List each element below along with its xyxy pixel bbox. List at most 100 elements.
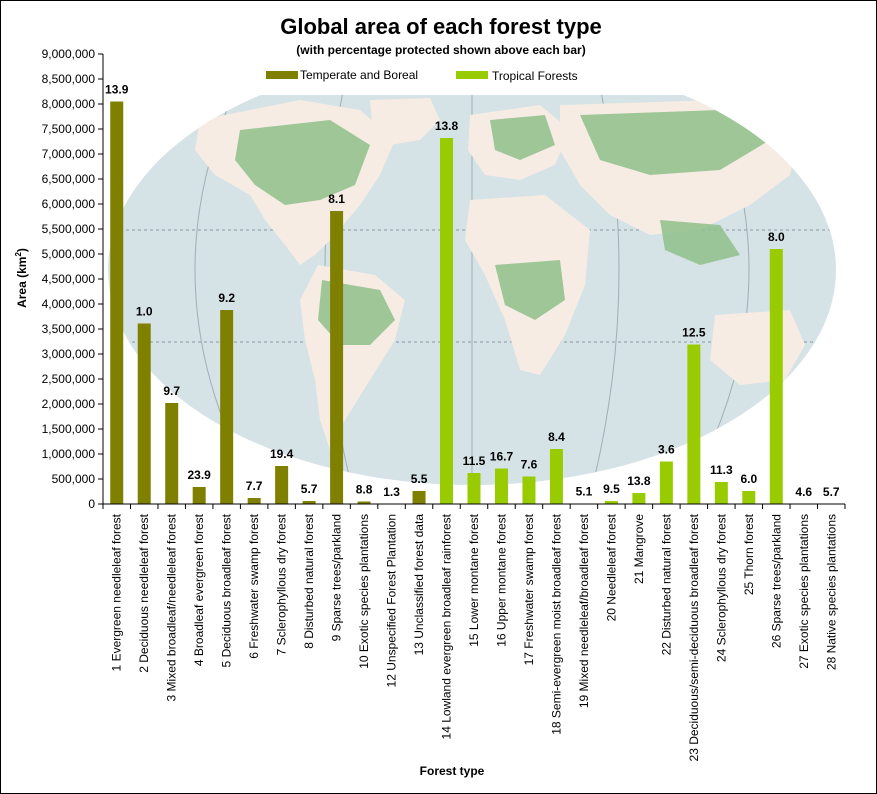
y-tick-label: 7,000,000 bbox=[42, 147, 96, 161]
y-tick-label: 2,500,000 bbox=[42, 372, 96, 386]
bar-data-label: 6.0 bbox=[740, 472, 757, 486]
x-tick-label: 4 Broadleaf evergreen forest bbox=[192, 513, 206, 666]
x-tick-label: 1 Evergreen needleleaf forest bbox=[110, 513, 124, 671]
bar-data-label: 8.1 bbox=[328, 192, 345, 206]
bar-tropical bbox=[632, 493, 646, 504]
bar-temperate bbox=[247, 498, 261, 504]
x-tick-label: 17 Freshwater swamp forest bbox=[522, 513, 536, 665]
bar-data-label: 8.8 bbox=[356, 483, 373, 497]
bars bbox=[110, 101, 783, 504]
map-land-greenland bbox=[370, 98, 440, 145]
bar-tropical bbox=[467, 473, 481, 504]
bar-tropical bbox=[687, 344, 701, 504]
map-forest-asia bbox=[580, 110, 770, 175]
x-tick-label: 16 Upper montane forest bbox=[494, 513, 508, 646]
bar-data-label: 5.7 bbox=[823, 485, 840, 499]
y-tick-label: 5,000,000 bbox=[42, 247, 96, 261]
bar-data-label: 5.7 bbox=[301, 482, 318, 496]
y-tick-label: 4,000,000 bbox=[42, 297, 96, 311]
bar-data-label: 9.5 bbox=[603, 482, 620, 496]
bar-tropical bbox=[659, 461, 673, 504]
bar-data-label: 3.6 bbox=[658, 443, 675, 457]
legend-swatch-temperate bbox=[266, 71, 298, 79]
map-forest-north-america bbox=[235, 120, 370, 205]
bar-temperate bbox=[137, 323, 151, 504]
y-tick-label: 4,500,000 bbox=[42, 272, 96, 286]
bar-temperate bbox=[357, 501, 371, 504]
x-tick-label: 9 Sparse trees/parkland bbox=[330, 514, 344, 641]
y-tick-label: 6,500,000 bbox=[42, 172, 96, 186]
x-tick-label: 26 Sparse trees/parkland bbox=[769, 514, 783, 648]
bar-tropical bbox=[769, 249, 783, 504]
legend-label-temperate: Temperate and Boreal bbox=[300, 68, 418, 82]
y-tick-label: 7,500,000 bbox=[42, 122, 96, 136]
x-tick-label: 3 Mixed broadleaf/needleleaf forest bbox=[165, 513, 179, 701]
y-tick-label: 1,000,000 bbox=[42, 447, 96, 461]
bar-data-label: 9.2 bbox=[218, 291, 235, 305]
map-forest-southeast-asia bbox=[660, 220, 740, 265]
bar-data-label: 1.3 bbox=[383, 485, 400, 499]
x-tick-label: 25 Thorn forest bbox=[742, 513, 756, 595]
bar-data-label: 8.0 bbox=[768, 230, 785, 244]
bar-data-label: 13.8 bbox=[435, 119, 459, 133]
x-tick-label: 7 Sclerophyllous dry forest bbox=[275, 513, 289, 655]
bar-tropical bbox=[522, 476, 536, 504]
legend-label-tropical: Tropical Forests bbox=[492, 69, 578, 83]
bar-data-label: 12.5 bbox=[682, 326, 706, 340]
legend-swatch-tropical bbox=[456, 71, 488, 79]
chart-subtitle: (with percentage protected shown above e… bbox=[296, 43, 585, 57]
x-tick-label: 10 Exotic species plantations bbox=[357, 514, 371, 669]
bar-tropical bbox=[604, 501, 618, 504]
x-tick-label: 24 Sclerophyllous dry forest bbox=[714, 513, 728, 662]
y-tick-label: 6,000,000 bbox=[42, 197, 96, 211]
y-tick-label: 5,500,000 bbox=[42, 222, 96, 236]
x-tick-label: 27 Exotic species plantations bbox=[797, 514, 811, 669]
x-tick-label: 21 Mangrove bbox=[632, 514, 646, 584]
bar-tropical bbox=[714, 482, 728, 504]
bar-data-label: 13.8 bbox=[627, 474, 651, 488]
x-tick-label: 13 Unclassified forest data bbox=[412, 514, 426, 656]
y-tick-label: 2,000,000 bbox=[42, 397, 96, 411]
y-tick-label: 3,500,000 bbox=[42, 322, 96, 336]
bar-tropical bbox=[549, 449, 563, 504]
axes bbox=[102, 54, 845, 505]
bar-temperate bbox=[275, 466, 289, 504]
bar-data-label: 7.6 bbox=[521, 458, 538, 472]
x-tick-label: 5 Deciduous broadleaf forest bbox=[220, 513, 234, 667]
x-tick-label: 15 Lower montane forest bbox=[467, 513, 481, 646]
y-tick-label: 8,500,000 bbox=[42, 72, 96, 86]
y-axis-ticks: 0 500,000 1,000,000 1,500,000 2,000,000 2,500… bbox=[42, 47, 103, 511]
bar-temperate bbox=[220, 310, 234, 504]
x-tick-label: 20 Needleleaf forest bbox=[604, 513, 618, 621]
y-tick-label: 3,000,000 bbox=[42, 347, 96, 361]
x-tick-label: 8 Disturbed natural forest bbox=[302, 513, 316, 648]
bar-data-label: 19.4 bbox=[270, 447, 294, 461]
y-tick-label: 500,000 bbox=[52, 472, 96, 486]
x-tick-label: 22 Disturbed natural forest bbox=[659, 513, 673, 655]
x-tick-label: 6 Freshwater swamp forest bbox=[247, 513, 261, 658]
bar-temperate bbox=[302, 501, 316, 504]
x-tick-label: 14 Lowland evergreen broadleaf rainfores… bbox=[440, 513, 454, 739]
bar-data-label: 13.9 bbox=[105, 83, 129, 97]
map-forest-africa bbox=[495, 260, 565, 320]
x-tick-label: 23 Deciduous/semi-deciduous broadleaf fo… bbox=[687, 513, 701, 761]
bar-data-label: 7.7 bbox=[246, 479, 263, 493]
y-tick-label: 0 bbox=[88, 497, 95, 511]
x-tick-label: 2 Deciduous needleleaf forest bbox=[137, 513, 151, 672]
data-labels: 13.9 1.0 9.7 23.9 9.2 7.7 19.4 5.7 8.1 8.8 1.3 5.5 1… bbox=[105, 83, 840, 500]
bar-temperate bbox=[412, 491, 426, 504]
bar-data-label: 16.7 bbox=[490, 450, 514, 464]
bar-data-label: 8.4 bbox=[548, 430, 565, 444]
bar-data-label: 11.5 bbox=[463, 454, 486, 468]
x-axis-label: Forest type bbox=[420, 764, 485, 778]
x-tick-label: 28 Native species plantations bbox=[824, 514, 838, 670]
bar-tropical bbox=[742, 491, 756, 504]
y-tick-label: 9,000,000 bbox=[42, 47, 96, 61]
bar-data-label: 5.1 bbox=[576, 485, 593, 499]
chart-title: Global area of each forest type bbox=[280, 14, 602, 39]
bar-data-label: 5.5 bbox=[411, 472, 428, 486]
x-tick-label: 19 Mixed needleleaf/broadleaf forest bbox=[577, 513, 591, 708]
bar-data-label: 1.0 bbox=[136, 305, 153, 319]
world-map-background bbox=[108, 95, 836, 485]
